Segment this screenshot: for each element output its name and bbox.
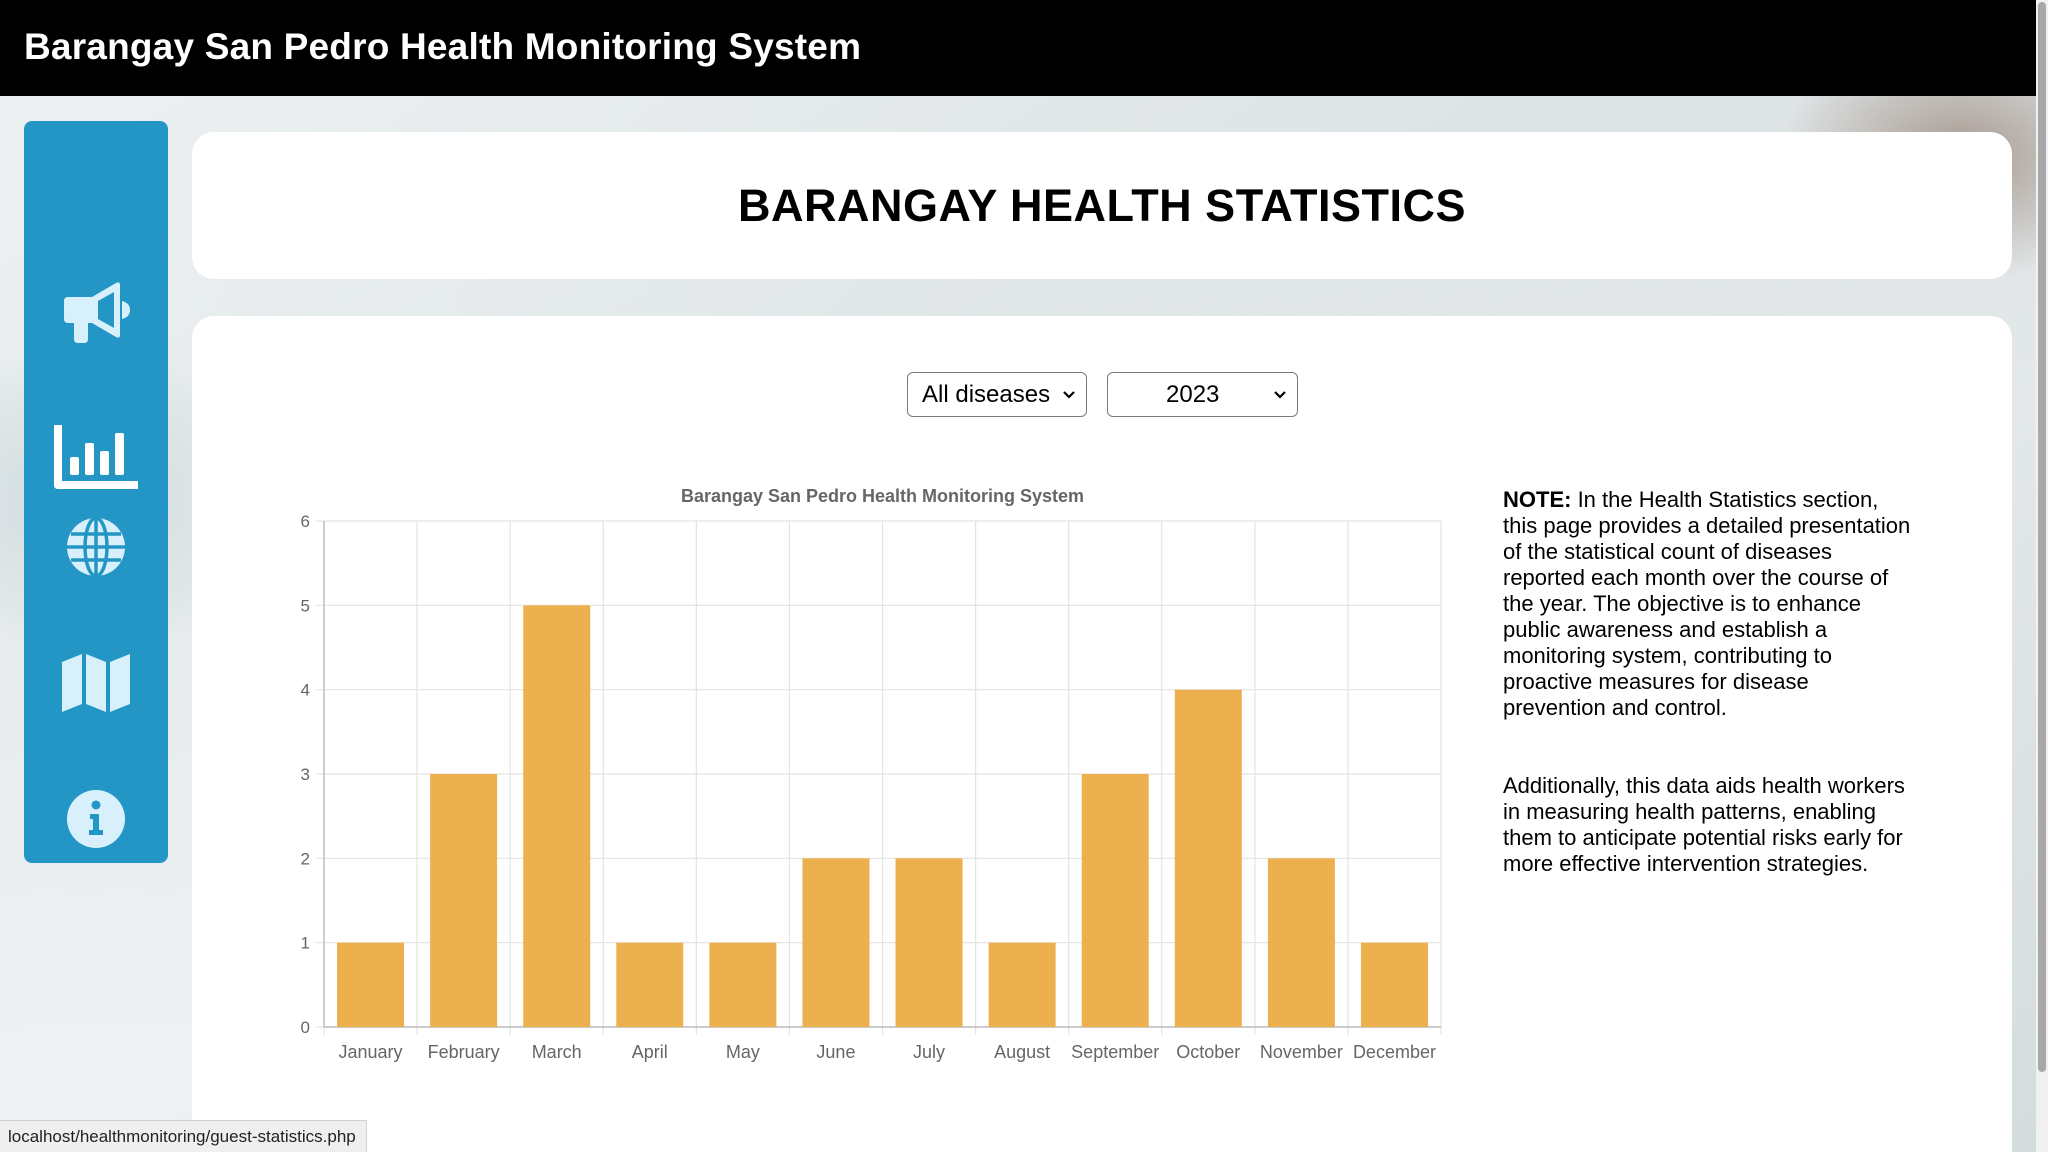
x-tick-label: September bbox=[1071, 1042, 1159, 1062]
bar-march bbox=[523, 605, 591, 1027]
sidebar-item-map[interactable] bbox=[24, 627, 168, 737]
page-title: BARANGAY HEALTH STATISTICS bbox=[737, 179, 1467, 231]
bar-april bbox=[616, 942, 684, 1027]
y-tick-label: 0 bbox=[301, 1018, 310, 1037]
bar-december bbox=[1360, 942, 1428, 1027]
bar-may bbox=[709, 942, 777, 1027]
sidebar-item-about[interactable] bbox=[24, 764, 168, 874]
page-header-card: BARANGAY HEALTH STATISTICS bbox=[192, 132, 2012, 279]
note-label: NOTE: bbox=[1503, 487, 1572, 512]
x-tick-label: February bbox=[428, 1042, 500, 1062]
bar-july bbox=[895, 858, 963, 1027]
app-title: Barangay San Pedro Health Monitoring Sys… bbox=[24, 26, 862, 67]
sidebar bbox=[24, 121, 168, 863]
page-scrollbar[interactable] bbox=[2036, 0, 2048, 1152]
note-paragraph-1: NOTE: In the Health Statistics section, … bbox=[1503, 487, 1913, 721]
year-select-value: 2023 bbox=[1166, 380, 1220, 408]
x-tick-label: April bbox=[632, 1042, 668, 1062]
map-icon bbox=[62, 654, 130, 712]
x-tick-label: October bbox=[1176, 1042, 1240, 1062]
x-tick-label: August bbox=[994, 1042, 1050, 1062]
megaphone-icon bbox=[64, 282, 130, 343]
y-tick-label: 5 bbox=[301, 596, 310, 615]
x-tick-label: March bbox=[532, 1042, 582, 1062]
bar-january bbox=[337, 942, 405, 1027]
scrollbar-thumb[interactable] bbox=[2038, 2, 2046, 1072]
bar-october bbox=[1174, 689, 1242, 1027]
y-tick-label: 3 bbox=[301, 765, 310, 784]
y-tick-label: 4 bbox=[301, 681, 310, 700]
y-tick-label: 1 bbox=[301, 934, 310, 953]
bar-chart-icon bbox=[54, 425, 138, 489]
status-bar-url: localhost/healthmonitoring/guest-statist… bbox=[0, 1120, 367, 1152]
y-tick-label: 2 bbox=[301, 849, 310, 868]
year-select[interactable]: 2023 bbox=[1107, 372, 1298, 417]
x-tick-label: May bbox=[726, 1042, 760, 1062]
top-bar: Barangay San Pedro Health Monitoring Sys… bbox=[0, 0, 2048, 96]
sidebar-item-statistics[interactable] bbox=[24, 402, 168, 512]
disease-select[interactable]: All diseases bbox=[907, 372, 1087, 417]
sidebar-item-world[interactable] bbox=[24, 492, 168, 602]
chevron-down-icon bbox=[1274, 390, 1286, 399]
x-tick-label: June bbox=[816, 1042, 855, 1062]
info-icon bbox=[67, 790, 125, 848]
note-panel: NOTE: In the Health Statistics section, … bbox=[1503, 487, 1913, 877]
y-tick-label: 6 bbox=[301, 512, 310, 531]
monthly-disease-chart: 0 1 2 3 4 5 6 January February March April May June J… bbox=[301, 486, 1442, 1062]
x-tick-label: December bbox=[1353, 1042, 1436, 1062]
globe-icon bbox=[67, 516, 125, 578]
chart-title: Barangay San Pedro Health Monitoring Sys… bbox=[681, 486, 1084, 506]
bar-november bbox=[1267, 858, 1335, 1027]
x-tick-label: January bbox=[339, 1042, 403, 1062]
disease-select-value: All diseases bbox=[922, 380, 1051, 408]
x-tick-label: November bbox=[1260, 1042, 1343, 1062]
bar-august bbox=[988, 942, 1056, 1027]
bar-september bbox=[1081, 774, 1149, 1027]
note-paragraph-2: Additionally, this data aids health work… bbox=[1503, 773, 1905, 876]
note-text-1: In the Health Statistics section, this p… bbox=[1503, 487, 1911, 720]
bar-june bbox=[802, 858, 870, 1027]
chevron-down-icon bbox=[1063, 390, 1075, 399]
x-tick-label: July bbox=[913, 1042, 945, 1062]
bar-february bbox=[430, 774, 498, 1027]
sidebar-item-announcements[interactable] bbox=[24, 257, 168, 367]
